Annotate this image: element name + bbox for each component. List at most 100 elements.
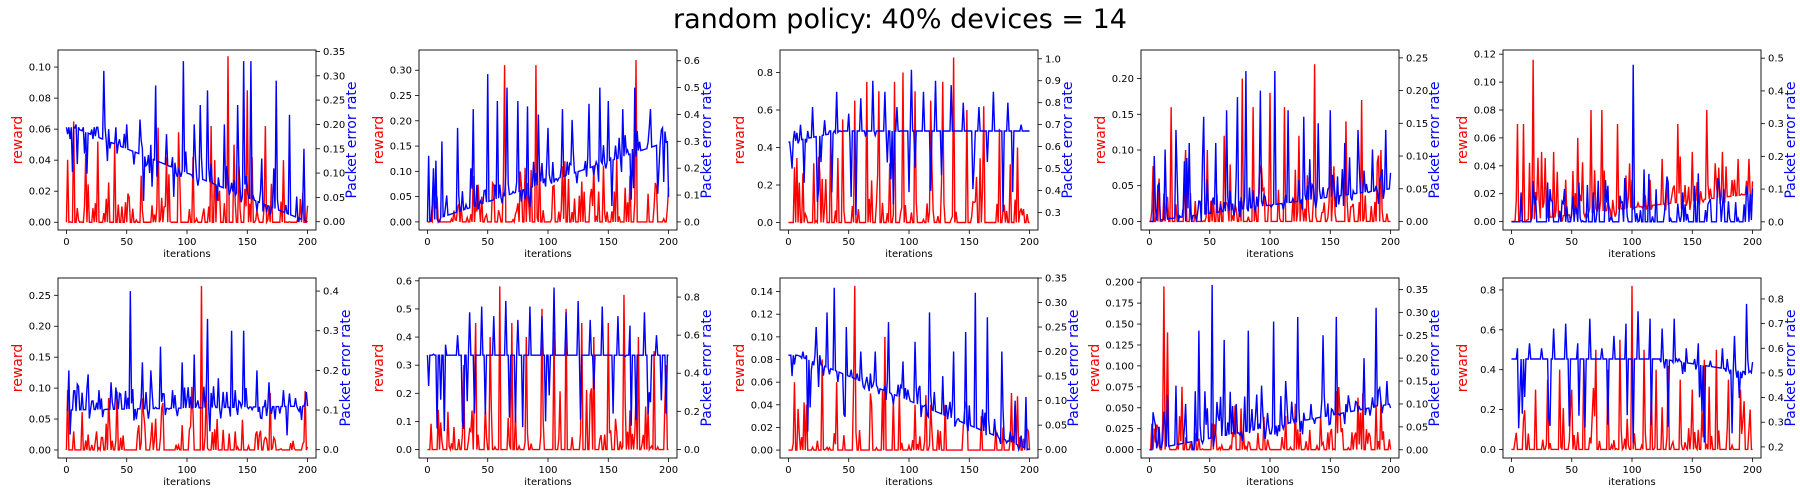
packet-error-rate-line [788, 287, 1030, 453]
y2-tick-label: 0.1 [323, 406, 339, 417]
y-tick-label: 0.100 [1105, 361, 1134, 372]
x-tick-label: 150 [960, 465, 979, 476]
x-tick-label: 150 [238, 237, 257, 248]
y2-axis-label: Packet error rate [344, 81, 360, 198]
y-tick-label: 0.00 [1112, 217, 1134, 228]
x-tick-label: 150 [1683, 465, 1702, 476]
y2-tick-label: 0.7 [1768, 319, 1784, 330]
y2-tick-label: 0.5 [1045, 164, 1061, 175]
y-tick-label: 0.10 [751, 332, 773, 343]
x-tick-label: 200 [298, 237, 317, 248]
y-axis-label: reward [10, 116, 26, 165]
x-axis-label: iterations [524, 477, 571, 488]
y2-tick-label: 0.10 [323, 169, 345, 180]
y2-tick-label: 0.25 [1045, 323, 1067, 334]
x-tick-label: 200 [659, 237, 678, 248]
x-tick-label: 0 [63, 465, 69, 476]
y2-tick-label: 0.1 [684, 191, 700, 202]
x-tick-label: 150 [599, 465, 618, 476]
y2-tick-label: 0.4 [1768, 86, 1784, 97]
y2-tick-label: 0.0 [684, 217, 700, 228]
y-axis-label: reward [371, 344, 387, 393]
x-tick-label: 150 [1321, 465, 1340, 476]
x-axis-label: iterations [1608, 249, 1655, 260]
y2-tick-label: 0.4 [684, 110, 700, 121]
x-tick-label: 200 [1020, 237, 1039, 248]
y-tick-label: 0.06 [751, 378, 773, 389]
y-tick-label: 0.15 [1112, 110, 1134, 121]
y2-tick-label: 0.4 [684, 369, 700, 380]
y-tick-label: 0.04 [751, 400, 773, 411]
y2-tick-label: 0.15 [1406, 119, 1428, 130]
y-axis-label: reward [732, 116, 748, 165]
reward-line [427, 60, 670, 225]
y-tick-label: 0.10 [390, 167, 412, 178]
y-tick-label: 0.00 [1474, 217, 1496, 228]
x-tick-label: 100 [899, 237, 918, 248]
y-tick-label: 0.00 [390, 217, 412, 228]
y2-tick-label: 0.4 [1768, 393, 1784, 404]
subplot-5: 0 50 100 150 200 iterations 0.00 0.02 0.04 0.06 0.… [1455, 49, 1799, 260]
reward-line [1149, 64, 1391, 223]
x-axis-label: iterations [163, 249, 210, 260]
x-tick-label: 0 [785, 237, 791, 248]
x-axis-label: iterations [1608, 477, 1655, 488]
y-tick-label: 0.125 [1105, 340, 1134, 351]
x-axis-label: iterations [1246, 249, 1293, 260]
x-tick-label: 200 [1381, 237, 1400, 248]
x-tick-label: 150 [960, 237, 979, 248]
y-tick-label: 0.050 [1105, 403, 1134, 414]
y2-tick-label: 0.25 [1406, 53, 1428, 64]
y-tick-label: 0.1 [396, 417, 412, 428]
y-tick-label: 0.12 [751, 310, 773, 321]
y2-tick-label: 0.3 [684, 137, 700, 148]
y-tick-label: 0.0 [1480, 445, 1496, 456]
x-tick-label: 200 [1743, 465, 1762, 476]
y-tick-label: 0.08 [751, 355, 773, 366]
y-axis-label: reward [1087, 344, 1103, 393]
x-axis-label: iterations [524, 249, 571, 260]
x-tick-label: 150 [1321, 237, 1340, 248]
y2-axis-label: Packet error rate [1060, 81, 1076, 198]
y-tick-label: 0.10 [29, 384, 51, 395]
y2-tick-label: 0.3 [1045, 208, 1061, 219]
y-tick-label: 0.00 [29, 218, 51, 229]
y2-tick-label: 0.4 [323, 287, 339, 298]
y-tick-label: 0.20 [390, 116, 412, 127]
y2-axis-label: Packet error rate [1783, 309, 1799, 426]
y-tick-label: 0.2 [396, 389, 412, 400]
x-tick-label: 50 [842, 237, 855, 248]
x-tick-label: 0 [63, 237, 69, 248]
y-tick-label: 0.08 [29, 94, 51, 105]
x-tick-label: 0 [785, 465, 791, 476]
y-tick-label: 0.25 [29, 291, 51, 302]
y2-tick-label: 0.5 [1768, 368, 1784, 379]
y-tick-label: 0.4 [757, 143, 773, 154]
x-tick-label: 200 [1020, 465, 1039, 476]
x-tick-label: 100 [177, 237, 196, 248]
y-axis-label: reward [1455, 344, 1471, 393]
y2-tick-label: 0.00 [1406, 217, 1428, 228]
y-axis-label: reward [1093, 116, 1109, 165]
y2-tick-label: 0.00 [1406, 445, 1428, 456]
x-tick-label: 0 [1146, 237, 1152, 248]
y2-axis-label: Packet error rate [338, 309, 354, 426]
reward-line [1149, 286, 1392, 453]
y-tick-label: 0.12 [1474, 50, 1496, 61]
y-tick-label: 0.150 [1105, 320, 1134, 331]
y2-tick-label: 0.2 [1768, 152, 1784, 163]
y-tick-label: 0.00 [29, 445, 51, 456]
x-tick-label: 0 [424, 465, 430, 476]
y2-tick-label: 0.15 [323, 144, 345, 155]
y2-tick-label: 0.05 [1406, 422, 1428, 433]
y-axis-label: reward [10, 344, 26, 393]
y2-tick-label: 0.0 [323, 445, 339, 456]
y-tick-label: 0.0 [757, 218, 773, 229]
x-tick-label: 200 [1381, 465, 1400, 476]
x-tick-label: 50 [481, 237, 494, 248]
y-axis-label: reward [371, 116, 387, 165]
y-tick-label: 0.20 [29, 322, 51, 333]
y2-tick-label: 0.30 [323, 71, 345, 82]
